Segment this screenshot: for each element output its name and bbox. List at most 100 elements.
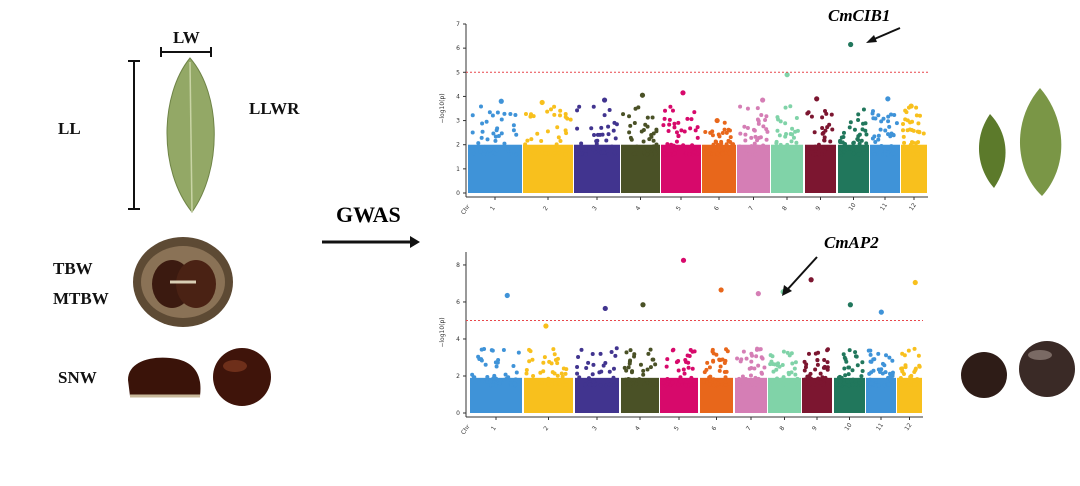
x-tick-label: 2 [542, 205, 550, 212]
data-point-chr3 [601, 363, 606, 368]
data-point-chr6 [715, 142, 720, 147]
data-point-chr5 [670, 108, 675, 113]
data-point-chr8 [781, 375, 786, 380]
data-point-chr4 [637, 377, 642, 382]
data-point-chr9 [816, 151, 821, 156]
data-point-chr2 [558, 108, 563, 113]
data-point-chr5 [672, 151, 677, 156]
data-point-chr2 [553, 381, 558, 386]
data-point-chr4 [644, 378, 649, 383]
data-point-chr6 [703, 130, 708, 135]
data-point-chr1 [487, 148, 492, 153]
data-point-chr10 [855, 137, 860, 142]
x-tick-label: 7 [745, 425, 753, 432]
data-point-chr7 [745, 106, 750, 111]
x-tick-label: 12 [903, 422, 913, 432]
data-point-chr3 [606, 132, 611, 137]
data-point-chr10 [851, 151, 856, 156]
data-point-chr2 [556, 148, 561, 153]
data-point-chr5 [692, 382, 697, 387]
data-point-chr10 [848, 120, 853, 125]
data-point-chr4 [653, 362, 658, 367]
data-point-chr4 [627, 114, 632, 119]
data-point-chr12 [900, 366, 905, 371]
peak-point-chr3 [602, 305, 608, 312]
data-point-chr5 [672, 125, 677, 130]
data-point-chr7 [755, 106, 760, 111]
x-tick-label: 8 [781, 205, 789, 212]
data-point-chr8 [771, 369, 776, 374]
data-point-chr9 [830, 152, 835, 157]
data-point-chr2 [539, 138, 544, 143]
data-point-chr1 [499, 131, 504, 136]
lw-bracket [160, 47, 212, 57]
data-point-chr9 [819, 152, 824, 157]
peak-point-chr10 [847, 302, 853, 308]
data-point-chr8 [778, 380, 783, 385]
data-point-chr8 [775, 376, 780, 381]
data-point-chr7 [742, 124, 747, 129]
peak-point-chr9 [808, 277, 814, 283]
data-point-chr3 [606, 124, 611, 129]
peak-point-chr2 [539, 99, 545, 106]
data-point-chr12 [913, 368, 918, 373]
data-point-chr8 [770, 382, 775, 387]
data-point-chr10 [847, 125, 852, 130]
data-point-chr1 [494, 148, 499, 153]
data-point-chr8 [795, 382, 800, 387]
data-point-chr10 [861, 147, 866, 152]
data-point-chr1 [491, 131, 496, 136]
data-point-chr3 [576, 355, 581, 360]
data-point-chr5 [681, 367, 686, 372]
data-point-chr9 [825, 152, 830, 157]
data-point-chr7 [749, 135, 754, 140]
x-tick-label: 10 [843, 422, 853, 432]
data-point-chr8 [792, 366, 797, 371]
y-tick-label: 3 [456, 118, 460, 125]
ll-bracket [128, 60, 140, 210]
data-point-chr1 [471, 151, 476, 156]
data-point-chr8 [770, 354, 775, 359]
data-point-chr10 [856, 152, 861, 157]
data-point-chr6 [707, 365, 712, 370]
data-point-chr8 [789, 139, 794, 144]
data-point-chr8 [775, 128, 780, 133]
data-point-chr12 [905, 145, 910, 150]
data-point-chr7 [752, 141, 757, 146]
data-point-chr9 [825, 382, 830, 387]
data-point-chr12 [901, 122, 906, 127]
data-point-chr1 [494, 364, 499, 369]
data-point-chr2 [555, 356, 560, 361]
data-point-chr11 [867, 371, 872, 376]
data-point-chr7 [753, 134, 758, 139]
data-point-chr5 [682, 129, 687, 134]
data-point-chr5 [676, 382, 681, 387]
data-point-chr10 [839, 135, 844, 140]
data-point-chr8 [786, 145, 791, 150]
peak-point-chr10 [848, 41, 854, 48]
data-point-chr11 [870, 136, 875, 141]
data-point-chr12 [916, 378, 921, 383]
data-point-chr10 [843, 373, 848, 378]
data-point-chr3 [577, 145, 582, 150]
data-point-chr1 [512, 381, 517, 386]
data-point-chr10 [841, 352, 846, 357]
data-point-chr2 [523, 111, 528, 116]
data-point-chr9 [803, 365, 808, 370]
peak-point-chr12 [912, 279, 918, 286]
x-tick-label: 4 [634, 205, 642, 212]
data-point-chr2 [524, 371, 529, 376]
data-point-chr5 [676, 134, 681, 139]
data-point-chr6 [727, 381, 732, 386]
data-point-chr5 [676, 120, 681, 125]
data-point-chr2 [528, 349, 533, 354]
data-point-chr4 [622, 382, 627, 387]
data-point-chr4 [626, 365, 631, 370]
data-point-chr5 [663, 108, 668, 113]
data-point-chr9 [831, 147, 836, 152]
data-point-chr10 [842, 146, 847, 151]
data-point-chr10 [856, 117, 861, 122]
data-point-chr8 [792, 379, 797, 384]
data-point-chr5 [681, 143, 686, 148]
